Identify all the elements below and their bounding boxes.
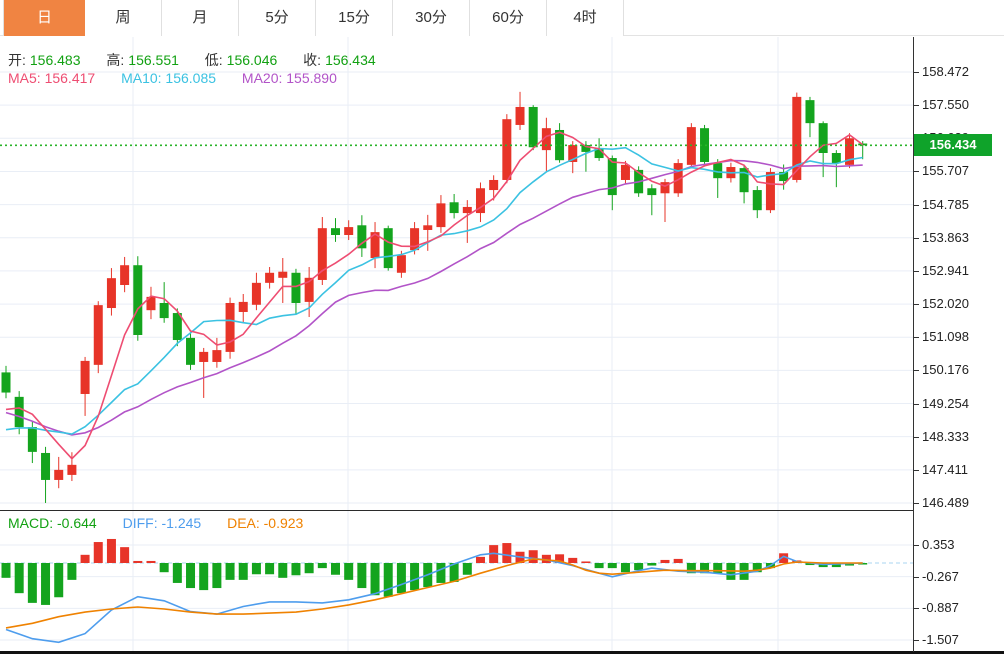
ma5-value: MA5: 156.417	[8, 70, 96, 86]
macd-chart-canvas[interactable]	[0, 511, 913, 652]
low-value: 156.046	[226, 52, 278, 68]
price-tick-tick	[914, 72, 919, 73]
macd-tick-tick	[914, 576, 919, 578]
interval-tabbar: 日 周 月 5分 15分 30分 60分 4时	[0, 0, 1004, 36]
tab-week[interactable]: 周	[85, 0, 162, 36]
price-tick-label: 152.020	[922, 296, 969, 312]
diff-value: DIFF: -1.245	[122, 515, 202, 531]
price-tick-label: 148.333	[922, 428, 969, 444]
tab-5min[interactable]: 5分	[239, 0, 316, 36]
macd-tick-label: -0.267	[922, 568, 959, 584]
close-value: 156.434	[325, 52, 376, 68]
price-tick-label: 153.863	[922, 229, 969, 245]
price-tick-tick	[914, 370, 919, 372]
tab-15min[interactable]: 15分	[316, 0, 393, 36]
macd-tick-tick	[914, 544, 919, 546]
dea-value: DEA: -0.923	[227, 515, 304, 531]
price-tick-label: 147.411	[922, 461, 969, 477]
tab-4hour[interactable]: 4时	[547, 0, 624, 36]
ma-legend: MA5: 156.417 MA10: 156.085 MA20: 155.890	[8, 70, 341, 86]
price-tick-label: 154.785	[922, 196, 969, 212]
price-tick-label: 146.489	[922, 495, 969, 510]
price-tick-label: 150.176	[922, 362, 969, 378]
price-tick-label: 151.098	[922, 329, 969, 345]
high-value: 156.551	[128, 52, 179, 68]
price-tick-label: 157.550	[922, 97, 969, 113]
price-tick-tick	[914, 403, 919, 405]
ohlc-legend: 开: 156.483 高: 156.551 低: 156.046 收: 156.434	[8, 50, 380, 70]
macd-tick-label: 0.353	[922, 536, 955, 552]
price-tick-tick	[914, 304, 919, 306]
ma10-value: MA10: 156.085	[121, 70, 217, 86]
price-tick-label: 158.472	[922, 64, 969, 79]
open-value: 156.483	[29, 52, 81, 68]
tab-month[interactable]: 月	[162, 0, 239, 36]
current-price-tag: 156.434	[914, 134, 992, 157]
price-tick-tick	[914, 105, 919, 107]
macd-tick-tick	[914, 608, 919, 610]
high-label: 高:	[106, 52, 125, 68]
price-axis: 158.472157.550156.629155.707154.785153.8…	[913, 37, 1004, 652]
low-label: 低:	[204, 52, 223, 68]
macd-value: MACD: -0.644	[8, 515, 97, 531]
macd-tick-tick	[914, 640, 919, 642]
price-tick-tick	[914, 436, 919, 438]
price-tick-tick	[914, 171, 919, 173]
price-tick-label: 155.707	[922, 163, 969, 179]
close-label: 收:	[303, 52, 322, 68]
price-tick-tick	[914, 469, 919, 471]
open-label: 开:	[8, 52, 26, 68]
tab-day[interactable]: 日	[3, 0, 85, 36]
macd-legend: MACD: -0.644 DIFF: -1.245 DEA: -0.923	[8, 515, 307, 531]
price-tick-tick	[914, 270, 919, 272]
chart-bottom-border	[0, 651, 1004, 654]
macd-tick-label: -1.507	[922, 632, 959, 648]
tab-30min[interactable]: 30分	[393, 0, 470, 36]
macd-tick-label: -0.887	[922, 600, 959, 616]
panel-separator	[0, 510, 913, 511]
tab-60min[interactable]: 60分	[470, 0, 547, 36]
price-tick-tick	[914, 204, 919, 206]
ma20-value: MA20: 155.890	[241, 70, 337, 86]
main-chart-canvas[interactable]	[0, 37, 913, 510]
price-tick-label: 152.941	[922, 262, 969, 278]
price-tick-label: 149.254	[922, 395, 969, 411]
price-tick-tick	[914, 337, 919, 339]
price-tick-tick	[914, 503, 919, 504]
price-tick-tick	[914, 237, 919, 239]
